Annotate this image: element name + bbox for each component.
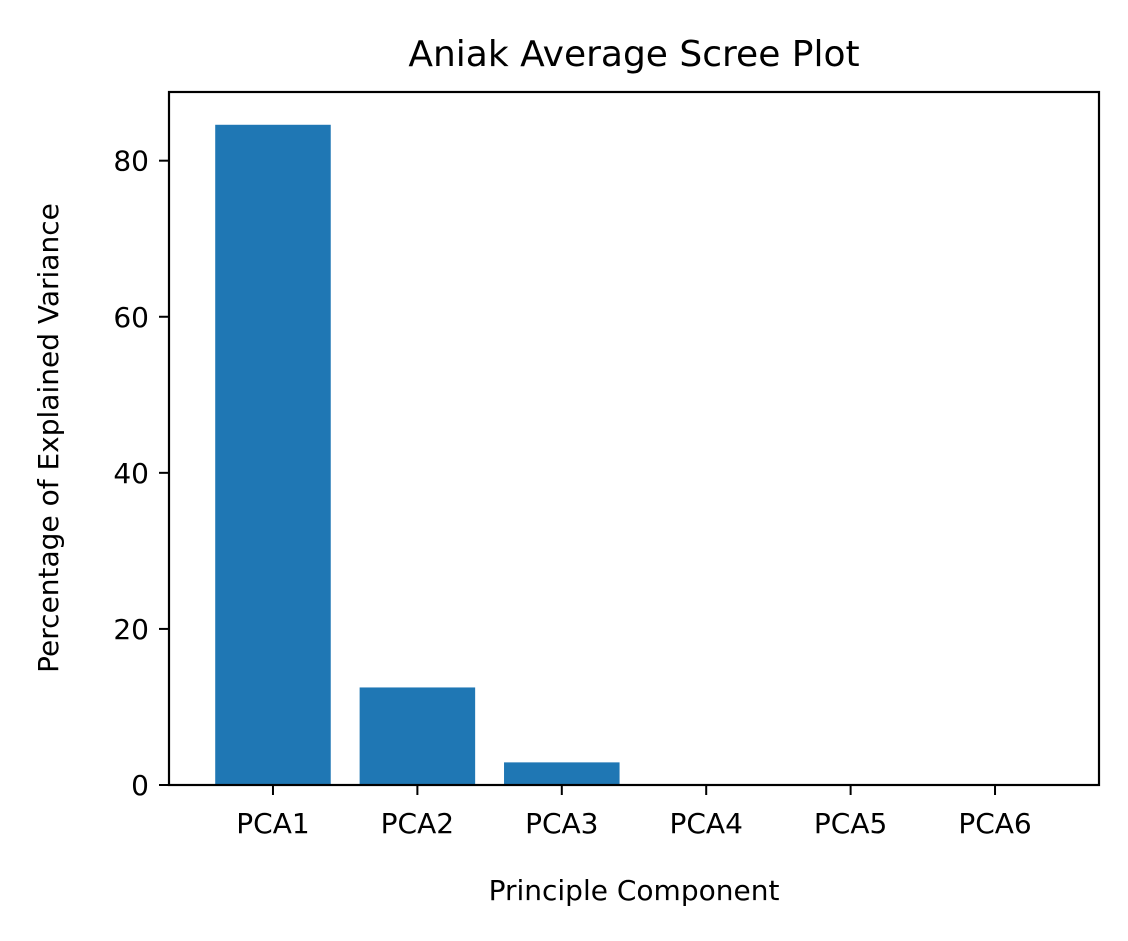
plot-frame bbox=[167, 90, 1101, 787]
y-tick-label-0: 0 bbox=[131, 769, 149, 802]
bar-pca1 bbox=[215, 124, 331, 785]
y-tick-label-20: 20 bbox=[113, 613, 149, 646]
x-tick-label-pca6: PCA6 bbox=[958, 807, 1031, 840]
x-tick-label-pca5: PCA5 bbox=[814, 807, 887, 840]
x-tick-label-pca3: PCA3 bbox=[525, 807, 598, 840]
chart-title: Aniak Average Scree Plot bbox=[408, 34, 859, 75]
y-axis-label: Percentage of Explained Variance bbox=[32, 203, 65, 673]
bar-pca3 bbox=[504, 762, 620, 785]
y-tick-label-80: 80 bbox=[113, 145, 149, 178]
y-tick-label-60: 60 bbox=[113, 301, 149, 334]
y-tick-label-40: 40 bbox=[113, 457, 149, 490]
x-axis-label: Principle Component bbox=[489, 874, 780, 907]
bar-pca2 bbox=[359, 687, 476, 785]
y-axis-ticks: 0 20 40 60 80 bbox=[113, 145, 169, 802]
bars-layer bbox=[215, 124, 620, 785]
x-tick-label-pca2: PCA2 bbox=[381, 807, 454, 840]
x-tick-label-pca1: PCA1 bbox=[236, 807, 309, 840]
x-tick-label-pca4: PCA4 bbox=[670, 807, 743, 840]
x-axis-ticks: PCA1 PCA2 PCA3 PCA4 PCA5 PCA6 bbox=[236, 785, 1032, 840]
